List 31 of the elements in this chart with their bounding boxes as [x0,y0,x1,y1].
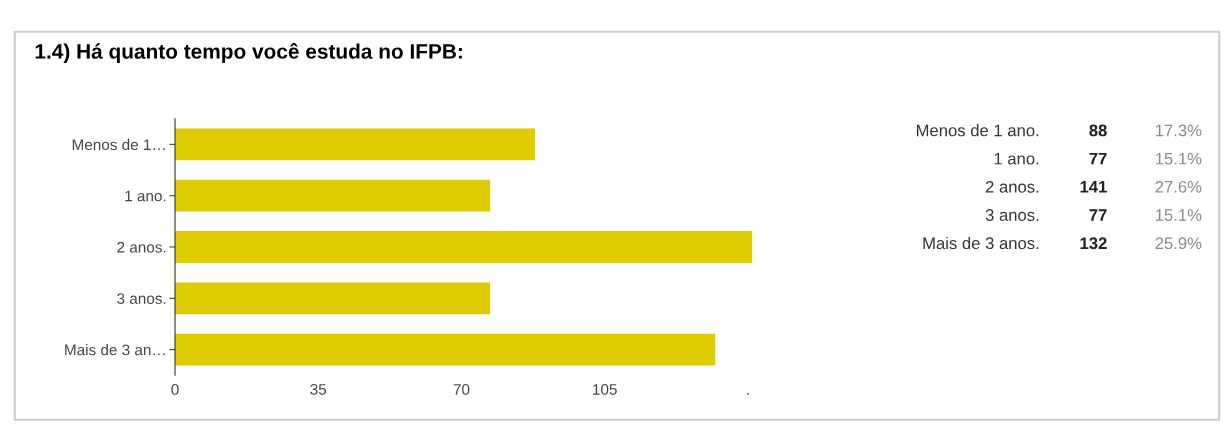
y-tick-label: 3 anos. [117,293,166,304]
text: 25.9% [1155,237,1202,250]
bar [175,333,716,366]
bar [175,282,491,315]
x-tick-label: . [747,393,749,395]
chart-title: 1.4) Há quanto tempo você estuda no IFPB: [35,43,462,63]
bar [175,128,536,161]
bar [175,231,753,263]
y-tick-label: Menos de 1… [72,138,165,151]
x-tick-label: 35 [310,383,327,395]
text: 1 ano. [994,152,1039,165]
text: Mais de 3 anos. [923,236,1039,250]
text: 27.6% [1155,180,1202,193]
y-tick-label: Mais de 3 an… [65,344,165,356]
text: 3 anos. [985,209,1039,221]
y-tick-label: 1 ano. [125,190,166,202]
x-tick-label: 105 [593,383,617,395]
text: 15.1% [1155,209,1202,221]
text: 17.3% [1155,124,1202,137]
text: 88 [1089,124,1107,137]
x-tick-label: 0 [171,383,179,395]
text: Menos de 1 ano. [916,124,1039,137]
text: 15.1% [1155,152,1202,165]
x-tick-label: 70 [453,383,470,395]
text: 77 [1089,209,1107,221]
bar [175,179,491,212]
text: 132 [1080,237,1107,250]
y-tick-label: 2 anos. [117,241,166,253]
text: 141 [1080,181,1107,193]
text: 2 anos. [985,180,1039,193]
text: 77 [1089,152,1107,165]
